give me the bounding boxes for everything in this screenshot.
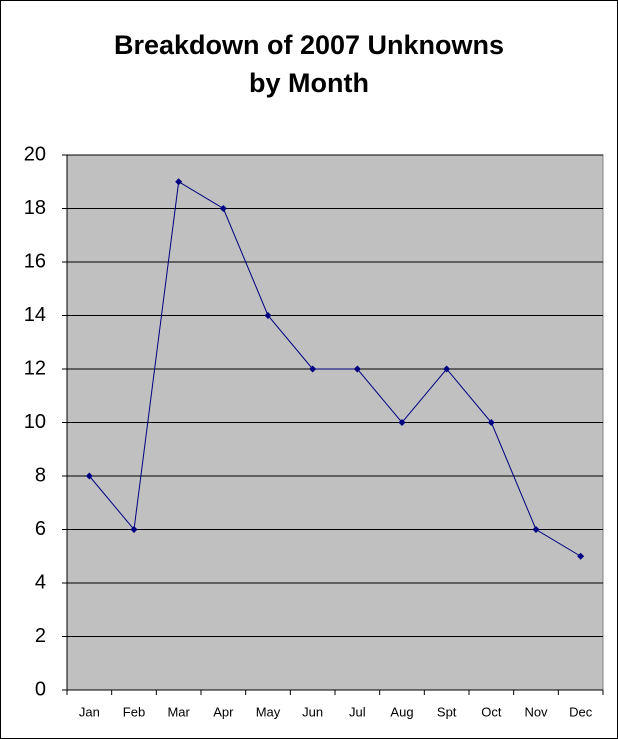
x-tick-label: Feb	[123, 704, 145, 719]
data-point	[398, 419, 406, 426]
x-tick-label: Apr	[213, 704, 234, 719]
y-tick-label: 20	[24, 143, 46, 165]
x-tick-label: Aug	[390, 704, 413, 719]
data-point	[353, 365, 361, 373]
data-point	[577, 552, 585, 560]
data-point	[532, 526, 540, 533]
data-point	[85, 472, 93, 480]
y-tick-label: 14	[24, 304, 46, 326]
chart-title: by Month	[249, 68, 369, 98]
x-tick-label: Mar	[167, 704, 190, 719]
x-tick-label: Oct	[481, 704, 502, 719]
y-tick-label: 6	[35, 518, 46, 540]
y-tick-label: 2	[35, 625, 46, 647]
x-tick-label: Jun	[302, 704, 323, 719]
x-tick-label: Jul	[349, 704, 366, 719]
data-point	[130, 526, 138, 533]
y-tick-label: 18	[24, 197, 46, 219]
chart-title: Breakdown of 2007 Unknowns	[114, 30, 504, 60]
data-point	[175, 178, 183, 186]
data-point	[487, 419, 495, 426]
x-tick-label: Nov	[524, 704, 548, 719]
x-tick-label: May	[256, 704, 281, 719]
y-tick-label: 4	[35, 571, 46, 593]
y-tick-label: 16	[24, 250, 46, 272]
data-point	[264, 312, 272, 319]
x-tick-label: Jan	[79, 704, 100, 719]
x-tick-label: Spt	[437, 704, 457, 719]
y-tick-label: 12	[24, 357, 46, 379]
y-tick-label: 10	[24, 411, 46, 433]
data-point	[219, 205, 227, 212]
x-tick-label: Dec	[569, 704, 593, 719]
data-line	[88, 180, 581, 557]
data-point	[443, 365, 451, 373]
data-point	[309, 365, 317, 373]
y-tick-label: 8	[35, 464, 46, 486]
y-tick-label: 0	[35, 678, 46, 700]
